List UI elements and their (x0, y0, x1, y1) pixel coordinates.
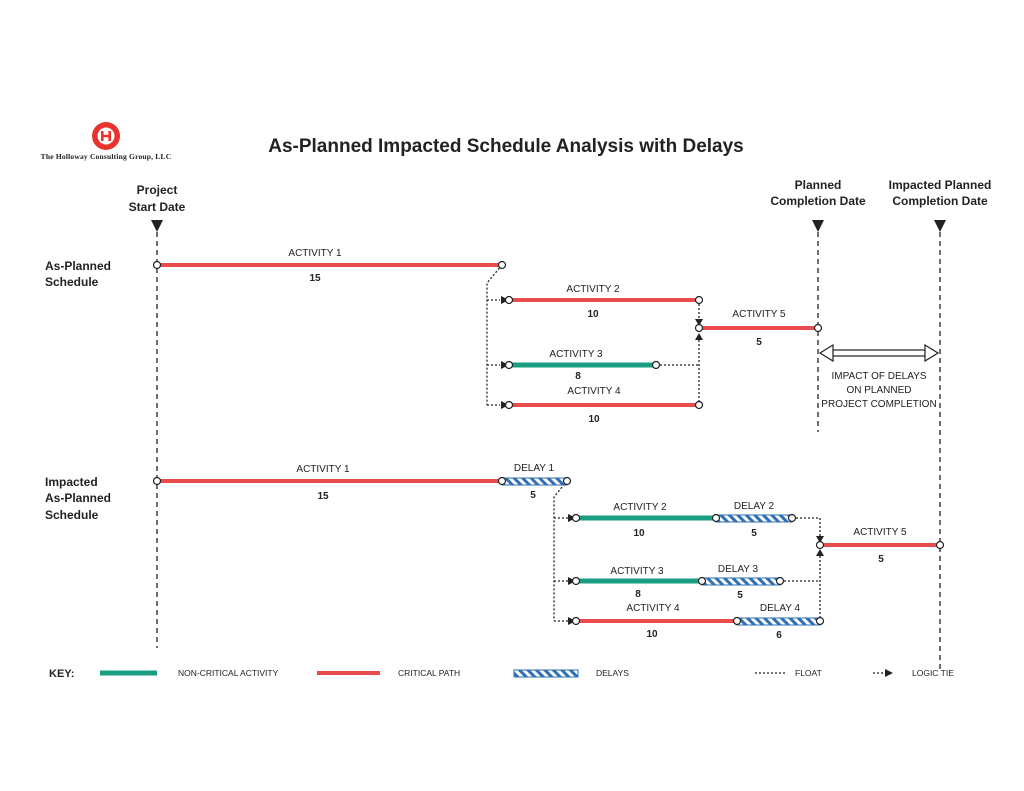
diagram-title: As-Planned Impacted Schedule Analysis wi… (268, 136, 744, 157)
legend-delays-swatch (513, 669, 579, 678)
impacted-delay-3-duration: 5 (737, 590, 743, 601)
section-impacted-line2: As-Planned (45, 491, 111, 505)
as-planned-activity-5-duration: 5 (756, 337, 762, 348)
logic-tie-arrow (695, 333, 703, 340)
legend: KEY: NON-CRITICAL ACTIVITY CRITICAL PATH… (49, 668, 954, 680)
section-impacted-line3: Schedule (45, 508, 99, 522)
section-impacted-line1: Impacted (45, 475, 98, 489)
impacted-delay-1-duration: 5 (530, 490, 536, 501)
legend-delays-label: DELAYS (596, 668, 629, 678)
logic-tie-arrow (816, 549, 824, 556)
impacted-activity-5-label: ACTIVITY 5 (853, 527, 907, 538)
impacted-activity-3-duration: 8 (635, 589, 641, 600)
milestone-impacted-completion-line1: Impacted Planned (889, 178, 992, 192)
impacted-activity-4-duration: 10 (646, 629, 658, 640)
as-planned-activity-5-label: ACTIVITY 5 (732, 309, 786, 320)
impacted-activity-4-label: ACTIVITY 4 (626, 603, 680, 614)
logic-tie-arrow (816, 536, 824, 543)
impacted-completion-marker (934, 220, 946, 232)
impacted-delay-4-label: DELAY 4 (760, 603, 801, 614)
impact-note-line1: IMPACT OF DELAYS (831, 371, 926, 382)
logic-tie-arrow (695, 319, 703, 326)
impacted-activity-2-duration: 10 (633, 528, 645, 539)
legend-critical-label: CRITICAL PATH (398, 668, 460, 678)
impact-note-line2: ON PLANNED (846, 385, 911, 396)
impacted-activity-1-duration: 15 (317, 491, 329, 502)
impacted-delay-1-label: DELAY 1 (514, 463, 555, 474)
section-as-planned-line1: As-Planned (45, 259, 111, 273)
milestone-project-start-line2: Start Date (129, 200, 186, 214)
milestone-planned-completion-line1: Planned (795, 178, 842, 192)
as-planned-activity-2-duration: 10 (587, 309, 599, 320)
as-planned-activity-4-label: ACTIVITY 4 (567, 386, 621, 397)
impact-double-arrow (818, 343, 940, 363)
as-planned-activity-3-duration: 8 (575, 371, 581, 382)
impacted-delay-4-duration: 6 (776, 630, 782, 641)
impacted-activity-3-label: ACTIVITY 3 (610, 566, 664, 577)
impacted-activity-5-duration: 5 (878, 554, 884, 565)
impacted-nodes (152, 476, 945, 626)
as-planned-activity-1-label: ACTIVITY 1 (288, 248, 342, 259)
legend-logic-tie-arrow-icon (885, 669, 893, 677)
impacted-activity-2-label: ACTIVITY 2 (613, 502, 667, 513)
milestone-project-start-line1: Project (137, 183, 178, 197)
as-planned-activity-3-label: ACTIVITY 3 (549, 349, 603, 360)
milestone-impacted-completion-line2: Completion Date (892, 194, 988, 208)
as-planned-activity-1-duration: 15 (309, 273, 321, 284)
project-start-marker (151, 220, 163, 232)
impacted-delay-2-label: DELAY 2 (734, 501, 775, 512)
as-planned-activity-4-duration: 10 (588, 414, 600, 425)
impacted-delay-3-bar (701, 577, 781, 586)
planned-completion-marker (812, 220, 824, 232)
legend-heading: KEY: (49, 668, 74, 680)
impacted-delay-2-duration: 5 (751, 528, 757, 539)
impact-note-line3: PROJECT COMPLETION (821, 399, 936, 410)
legend-logic-tie-label: LOGIC TIE (912, 668, 954, 678)
legend-float-label: FLOAT (795, 668, 822, 678)
impacted-activity-1-label: ACTIVITY 1 (296, 464, 350, 475)
impacted-delay-2-bar (715, 514, 793, 523)
section-as-planned-line2: Schedule (45, 275, 99, 289)
as-planned-activity-2-label: ACTIVITY 2 (566, 284, 620, 295)
logo-company-name: The Holloway Consulting Group, LLC (41, 152, 172, 161)
as-planned-nodes (152, 260, 823, 410)
as-planned-logic-ties (486, 264, 700, 406)
legend-non-critical-label: NON-CRITICAL ACTIVITY (178, 668, 279, 678)
impacted-logic-ties (553, 480, 821, 622)
impacted-delay-1-bar (501, 477, 568, 486)
company-logo: The Holloway Consulting Group, LLC (41, 122, 172, 161)
impacted-delay-4-bar (736, 617, 821, 626)
impacted-delay-3-label: DELAY 3 (718, 564, 759, 575)
milestone-planned-completion-line2: Completion Date (770, 194, 866, 208)
